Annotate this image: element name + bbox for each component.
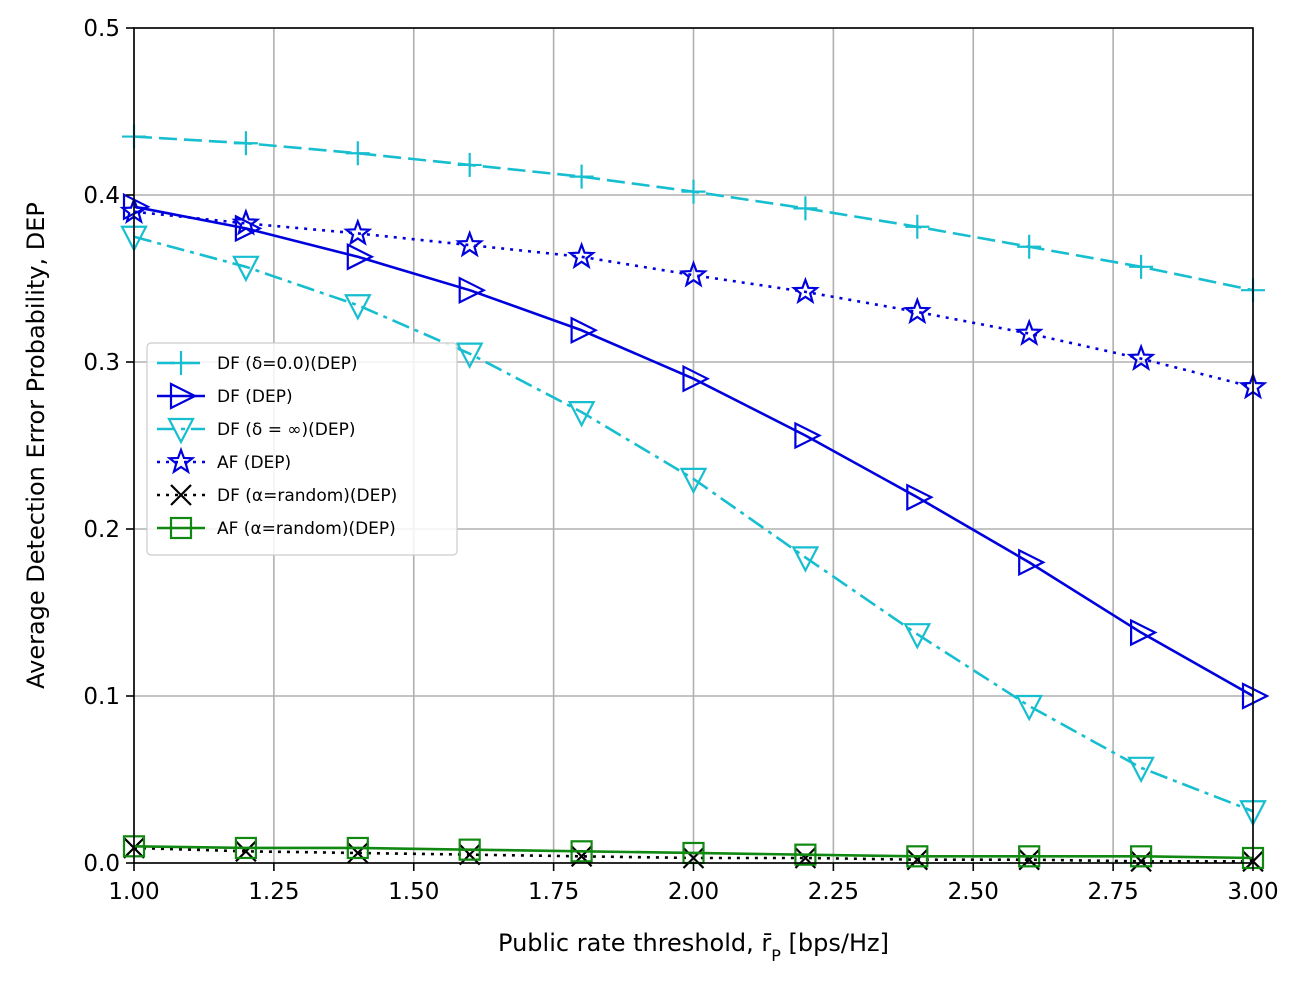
data-point bbox=[570, 840, 593, 863]
legend-label: AF (α=random)(DEP) bbox=[217, 519, 396, 539]
data-point bbox=[681, 179, 706, 204]
data-point bbox=[570, 316, 599, 345]
data-point bbox=[458, 276, 487, 304]
data-point bbox=[458, 838, 481, 861]
series-layer bbox=[119, 124, 1270, 873]
triangle-down-marker bbox=[167, 417, 195, 445]
square-marker bbox=[169, 516, 193, 540]
y-tick-label: 0.5 bbox=[83, 16, 120, 42]
x-tick-label: 1.00 bbox=[108, 879, 159, 905]
data-point bbox=[682, 364, 710, 393]
x-tick-label: 2.00 bbox=[668, 879, 719, 905]
data-point bbox=[346, 243, 375, 271]
data-point bbox=[1018, 548, 1046, 577]
x-axis-label: Public rate threshold, r̄P [bps/Hz] bbox=[498, 929, 889, 965]
legend-item: AF (DEP) bbox=[157, 446, 291, 475]
legend-item: DF (α=random)(DEP) bbox=[157, 484, 397, 506]
data-point bbox=[346, 836, 369, 860]
data-point bbox=[1127, 756, 1155, 784]
x-tick-label: 3.00 bbox=[1227, 879, 1278, 905]
series-line bbox=[133, 205, 1254, 698]
data-point bbox=[1129, 254, 1154, 279]
data-point bbox=[234, 836, 257, 860]
data-point bbox=[679, 467, 708, 495]
legend-item: DF (DEP) bbox=[157, 382, 293, 410]
y-tick-label: 0.3 bbox=[83, 350, 120, 376]
data-point bbox=[455, 342, 484, 370]
data-point bbox=[903, 623, 932, 650]
x-tick-label: 1.50 bbox=[388, 879, 439, 905]
series-1 bbox=[122, 192, 1270, 710]
axis-ticks: 1.00 1.25 1.50 1.75 2.00 2.25 2.50 2.75 3.00 0.0 0… bbox=[83, 16, 1278, 905]
y-axis-label: Average Detection Error Probability, DEP bbox=[22, 202, 50, 689]
series-line bbox=[133, 235, 1254, 813]
legend: DF (δ=0.0)(DEP) DF (DEP) DF (δ = ∞)(DEP) AF… bbox=[146, 342, 458, 556]
data-point bbox=[682, 847, 705, 869]
data-point bbox=[343, 294, 372, 321]
data-point bbox=[906, 483, 934, 512]
data-point bbox=[232, 255, 260, 283]
data-point bbox=[345, 141, 370, 166]
x-tick-label: 1.75 bbox=[528, 879, 579, 905]
legend-label: DF (DEP) bbox=[217, 387, 293, 407]
data-point bbox=[234, 214, 263, 243]
data-point bbox=[793, 196, 818, 221]
y-tick-label: 0.4 bbox=[83, 183, 120, 209]
series-line bbox=[133, 845, 1254, 860]
data-point bbox=[1018, 845, 1041, 868]
data-point bbox=[458, 843, 481, 866]
data-point bbox=[794, 843, 817, 866]
legend-label: DF (δ = ∞)(DEP) bbox=[217, 420, 356, 440]
x-marker bbox=[170, 484, 192, 506]
y-tick-label: 0.1 bbox=[83, 684, 120, 710]
legend-item: DF (δ = ∞)(DEP) bbox=[157, 417, 356, 445]
legend-label: DF (α=random)(DEP) bbox=[217, 486, 397, 506]
data-point bbox=[1015, 694, 1044, 722]
data-point bbox=[794, 421, 822, 450]
x-tick-label: 2.75 bbox=[1088, 879, 1139, 905]
x-tick-label: 1.25 bbox=[248, 879, 299, 905]
y-tick-label: 0.0 bbox=[83, 851, 120, 877]
triangle-right-marker bbox=[169, 382, 198, 410]
data-point bbox=[906, 845, 929, 868]
data-point bbox=[231, 208, 261, 236]
data-point bbox=[791, 546, 820, 573]
data-point bbox=[1130, 850, 1152, 873]
series-5 bbox=[122, 835, 1265, 870]
legend-item: AF (α=random)(DEP) bbox=[157, 516, 396, 540]
data-point bbox=[1129, 618, 1158, 647]
plus-marker bbox=[169, 351, 193, 375]
data-point bbox=[457, 152, 482, 177]
data-point bbox=[569, 164, 594, 189]
data-point bbox=[233, 131, 258, 156]
data-point bbox=[347, 842, 369, 864]
data-point bbox=[679, 259, 708, 288]
legend-label: AF (DEP) bbox=[217, 453, 291, 473]
data-point bbox=[1017, 234, 1042, 259]
data-point bbox=[902, 296, 932, 325]
x-tick-label: 2.50 bbox=[948, 879, 999, 905]
legend-item: DF (δ=0.0)(DEP) bbox=[157, 351, 358, 375]
data-point bbox=[1241, 682, 1270, 710]
data-point bbox=[343, 218, 373, 246]
data-point bbox=[1014, 318, 1044, 346]
data-point bbox=[455, 229, 485, 258]
data-point bbox=[567, 401, 596, 428]
data-point bbox=[567, 241, 597, 270]
data-point bbox=[1126, 343, 1156, 371]
data-point bbox=[905, 214, 930, 239]
x-tick-label: 2.25 bbox=[808, 879, 859, 905]
legend-box bbox=[146, 342, 458, 556]
data-point bbox=[1129, 845, 1153, 868]
data-point bbox=[790, 276, 820, 305]
star-marker bbox=[166, 446, 196, 475]
y-tick-label: 0.2 bbox=[83, 517, 120, 543]
legend-label: DF (δ=0.0)(DEP) bbox=[217, 354, 358, 374]
